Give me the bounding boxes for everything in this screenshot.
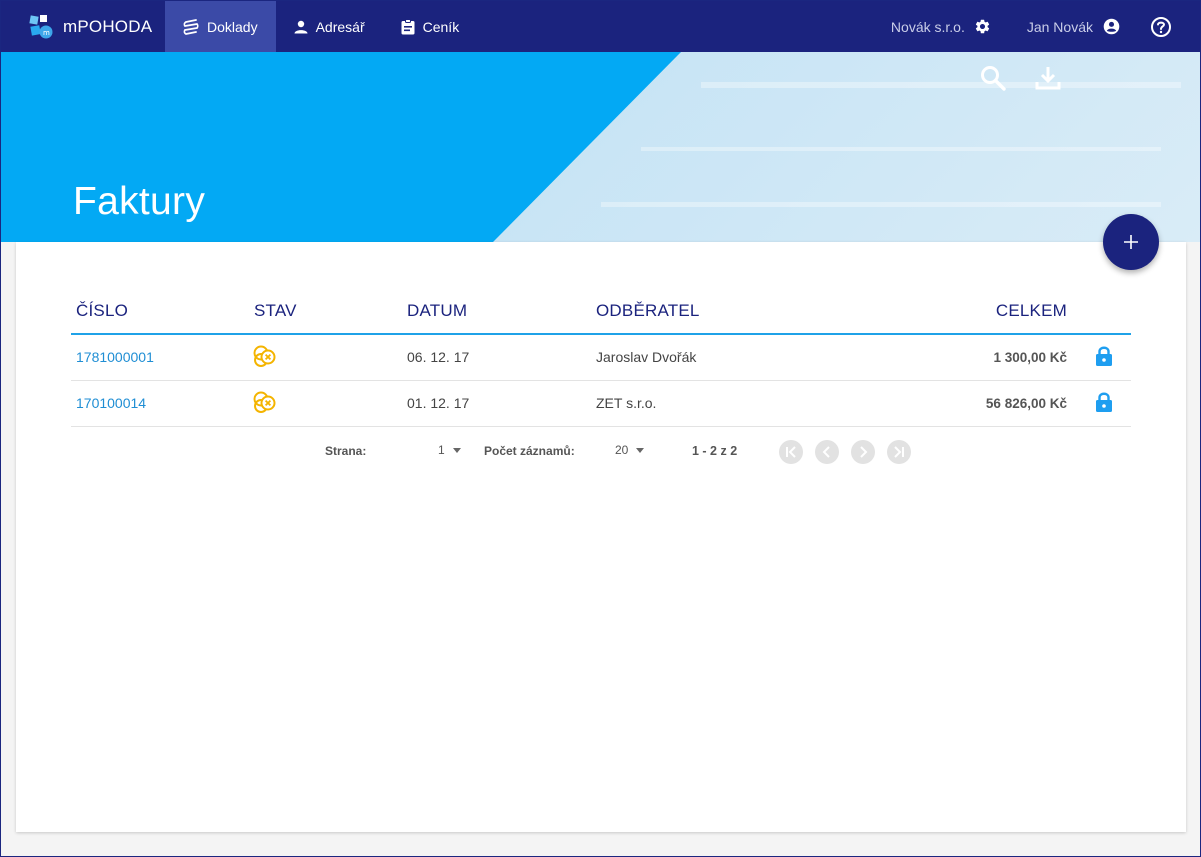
invoice-date: 01. 12. 17: [402, 380, 591, 427]
table-header-row: ČÍSLO STAV DATUM ODBĚRATEL CELKEM: [71, 287, 1131, 335]
search-button[interactable]: [979, 64, 1007, 97]
help-icon: [1151, 16, 1171, 37]
nav-item-cenik[interactable]: Ceník: [383, 1, 478, 52]
page-select-value: 1: [438, 443, 445, 457]
column-header-number[interactable]: ČÍSLO: [71, 287, 249, 335]
download-button[interactable]: [1035, 64, 1061, 97]
nav-label: Ceník: [422, 18, 460, 35]
last-page-button[interactable]: [887, 440, 911, 464]
top-navigation-bar: m mPOHODA Doklady Adresář Ceník Novák s.…: [1, 1, 1200, 52]
clipboard-icon: [401, 18, 415, 34]
lock-cell: [1071, 334, 1131, 381]
documents-stack-icon: [183, 18, 199, 35]
unpaid-status-icon: [253, 345, 276, 367]
lock-icon: [1095, 346, 1112, 366]
records-per-page-label: Počet záznamů:: [484, 444, 575, 458]
chevron-down-icon: [636, 447, 645, 453]
add-invoice-button[interactable]: [1103, 214, 1159, 270]
app-name: mPOHODA: [63, 16, 153, 36]
gear-icon: [975, 19, 989, 34]
invoice-list-card: ČÍSLO STAV DATUM ODBĚRATEL CELKEM 178100…: [16, 242, 1186, 832]
invoice-total: 1 300,00 Kč: [831, 334, 1071, 381]
next-page-button[interactable]: [851, 440, 875, 464]
search-icon: [981, 66, 1006, 91]
column-header-status[interactable]: STAV: [249, 287, 402, 335]
download-icon: [1035, 67, 1061, 90]
first-page-icon: [786, 446, 796, 458]
invoice-date: 06. 12. 17: [402, 334, 591, 381]
status-cell: [249, 334, 402, 381]
company-name: Novák s.r.o.: [890, 18, 965, 35]
column-header-lock: [1071, 287, 1131, 335]
lock-icon: [1095, 392, 1112, 412]
invoice-number-link[interactable]: 1781000001: [71, 334, 249, 381]
page-title: Faktury: [73, 180, 206, 223]
person-icon: [294, 20, 308, 33]
pohoda-logo-icon: m: [29, 14, 53, 38]
user-menu[interactable]: Jan Novák: [1027, 18, 1120, 35]
page-label: Strana:: [325, 444, 367, 458]
app-logo[interactable]: m mPOHODA: [1, 1, 165, 52]
table-row[interactable]: 170100014 01. 12. 17 ZET s.r.o. 56 826,0…: [71, 380, 1131, 427]
invoice-table: ČÍSLO STAV DATUM ODBĚRATEL CELKEM 178100…: [71, 287, 1131, 427]
previous-page-button[interactable]: [815, 440, 839, 464]
nav-item-doklady[interactable]: Doklady: [165, 1, 276, 52]
svg-text:m: m: [43, 29, 50, 37]
customer-name: Jaroslav Dvořák: [591, 334, 831, 381]
invoice-total: 56 826,00 Kč: [831, 380, 1071, 427]
last-page-icon: [894, 446, 904, 458]
customer-name: ZET s.r.o.: [591, 380, 831, 427]
nav-label: Adresář: [315, 18, 365, 35]
column-header-total[interactable]: CELKEM: [831, 287, 1071, 335]
column-header-date[interactable]: DATUM: [402, 287, 591, 335]
chevron-left-icon: [822, 446, 830, 458]
record-range: 1 - 2 z 2: [692, 444, 738, 458]
nav-label: Doklady: [207, 18, 258, 35]
table-row[interactable]: 1781000001 06. 12. 17 Jaroslav Dvořák 1 …: [71, 334, 1131, 381]
chevron-right-icon: [860, 446, 868, 458]
invoice-number-link[interactable]: 170100014: [71, 380, 249, 427]
records-per-page-select[interactable]: 20: [615, 443, 645, 457]
company-selector[interactable]: Novák s.r.o.: [891, 18, 991, 35]
pagination-bar: Strana: 1 Počet záznamů: 20 1 - 2 z 2: [16, 440, 1186, 464]
first-page-button[interactable]: [779, 440, 803, 464]
plus-icon: [1124, 235, 1138, 249]
status-cell: [249, 380, 402, 427]
nav-item-adresar[interactable]: Adresář: [276, 1, 383, 52]
records-per-page-value: 20: [615, 443, 629, 457]
account-circle-icon: [1103, 18, 1120, 35]
lock-cell: [1071, 380, 1131, 427]
help-button[interactable]: [1150, 16, 1172, 38]
unpaid-status-icon: [253, 391, 276, 413]
user-name: Jan Novák: [1026, 18, 1093, 35]
page-select[interactable]: 1: [438, 443, 461, 457]
chevron-down-icon: [452, 447, 461, 453]
column-header-customer[interactable]: ODBĚRATEL: [591, 287, 831, 335]
page-header-banner: Faktury: [1, 52, 1200, 242]
